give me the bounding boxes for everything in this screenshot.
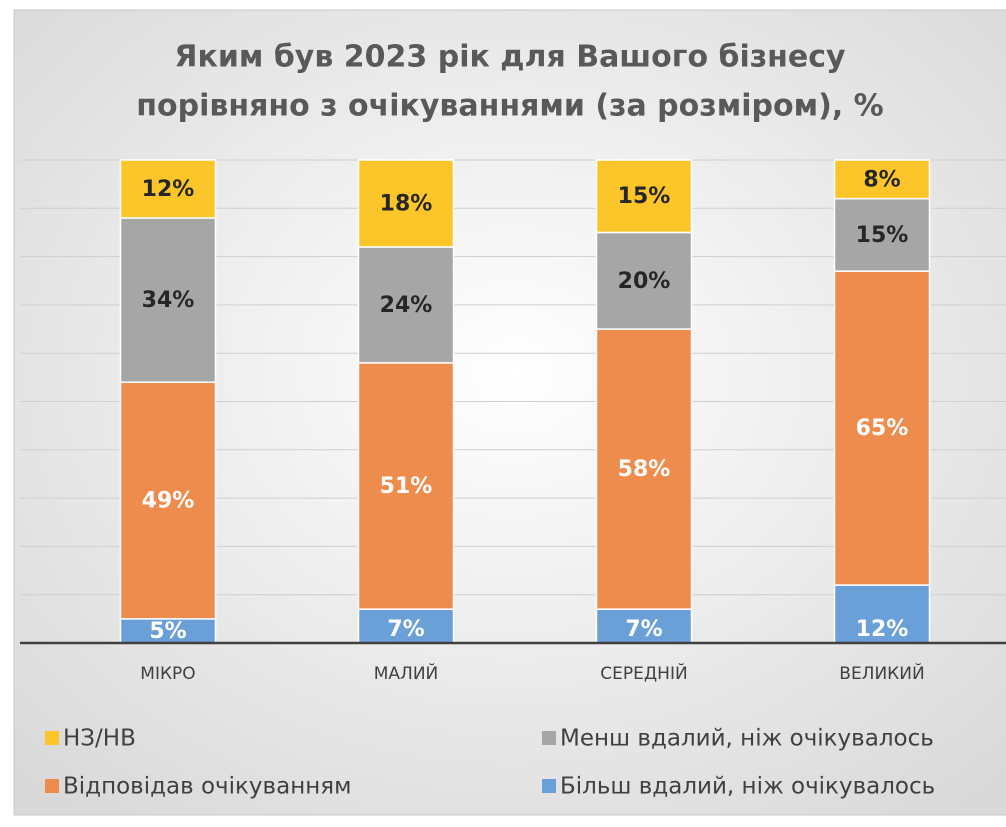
- data-label: 7%: [387, 617, 424, 642]
- x-tick-label: МАЛИЙ: [374, 662, 439, 684]
- chart-title: порівняно з очікуваннями (за розміром), …: [136, 89, 883, 124]
- legend-label: НЗ/НВ: [63, 726, 136, 752]
- bar-segment: [119, 217, 217, 383]
- data-label: 49%: [142, 489, 195, 514]
- legend-label: Відповідав очікуванням: [63, 774, 351, 800]
- bar-segment: [833, 159, 931, 200]
- data-label: 34%: [142, 288, 195, 313]
- legend-swatch: [45, 779, 59, 793]
- bar-segment: [833, 584, 931, 644]
- legend-swatch: [542, 731, 556, 745]
- data-label: 58%: [618, 457, 671, 482]
- data-label: 20%: [618, 269, 671, 294]
- x-tick-label: СЕРЕДНІЙ: [600, 662, 687, 684]
- data-label: 7%: [625, 617, 662, 642]
- bar-segment: [833, 270, 931, 586]
- x-tick-label: ВЕЛИКИЙ: [839, 662, 924, 684]
- legend-label: Менш вдалий, ніж очікувалось: [560, 726, 934, 752]
- legend-label: Більш вдалий, ніж очікувалось: [560, 774, 935, 800]
- data-label: 5%: [149, 619, 186, 644]
- data-label: 24%: [380, 293, 433, 318]
- bar-segment: [595, 328, 693, 610]
- bar-segment: [595, 159, 693, 234]
- bar-segment: [833, 197, 931, 272]
- bar-segment: [119, 618, 217, 644]
- data-label: 65%: [856, 416, 909, 441]
- bar-segment: [357, 362, 455, 610]
- legend-swatch: [45, 731, 59, 745]
- data-label: 51%: [380, 474, 433, 499]
- data-label: 12%: [142, 177, 195, 202]
- chart-title: Яким був 2023 рік для Вашого бізнесу: [174, 40, 846, 75]
- bar-segment: [119, 159, 217, 219]
- data-label: 18%: [380, 191, 433, 216]
- legend-swatch: [542, 779, 556, 793]
- x-tick-label: МІКРО: [140, 664, 195, 684]
- bar-segment: [595, 231, 693, 330]
- bar-segment: [357, 159, 455, 248]
- bar-segment: [119, 381, 217, 620]
- data-label: 15%: [618, 184, 671, 209]
- data-label: 15%: [856, 223, 909, 248]
- data-label: 12%: [856, 617, 909, 642]
- data-label: 8%: [863, 167, 900, 192]
